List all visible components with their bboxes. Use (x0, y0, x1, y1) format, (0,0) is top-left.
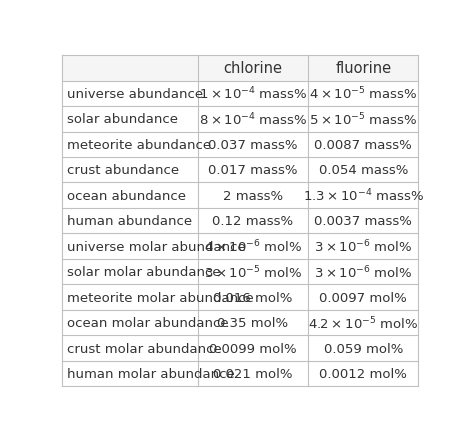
Text: crust molar abundance: crust molar abundance (67, 342, 221, 355)
Bar (62, 56, 418, 81)
Text: 0.017 mass%: 0.017 mass% (208, 164, 297, 177)
Text: $4\times10^{-5}$ mass%: $4\times10^{-5}$ mass% (309, 86, 417, 102)
Text: 0.0087 mass%: 0.0087 mass% (314, 138, 412, 152)
Text: ocean abundance: ocean abundance (67, 189, 186, 202)
Text: universe molar abundance: universe molar abundance (67, 240, 245, 253)
Text: 0.0099 mol%: 0.0099 mol% (209, 342, 296, 355)
Text: $1.3\times10^{-4}$ mass%: $1.3\times10^{-4}$ mass% (303, 187, 424, 204)
Text: universe abundance: universe abundance (67, 88, 203, 101)
Text: 0.037 mass%: 0.037 mass% (208, 138, 297, 152)
Text: fluorine: fluorine (335, 61, 391, 76)
Text: $3\times10^{-6}$ mol%: $3\times10^{-6}$ mol% (314, 264, 413, 280)
Text: human abundance: human abundance (67, 215, 192, 228)
Text: $8\times10^{-4}$ mass%: $8\times10^{-4}$ mass% (198, 111, 307, 128)
Text: $3\times10^{-6}$ mol%: $3\times10^{-6}$ mol% (314, 238, 413, 255)
Text: ocean molar abundance: ocean molar abundance (67, 316, 228, 329)
Text: 0.054 mass%: 0.054 mass% (318, 164, 408, 177)
Text: meteorite molar abundance: meteorite molar abundance (67, 291, 253, 304)
Text: chlorine: chlorine (223, 61, 282, 76)
Text: 0.059 mol%: 0.059 mol% (324, 342, 403, 355)
Text: 0.0012 mol%: 0.0012 mol% (319, 367, 407, 380)
Text: crust abundance: crust abundance (67, 164, 179, 177)
Text: meteorite abundance: meteorite abundance (67, 138, 211, 152)
Text: $1\times10^{-4}$ mass%: $1\times10^{-4}$ mass% (198, 86, 307, 102)
Text: solar molar abundance: solar molar abundance (67, 265, 220, 279)
Text: $5\times10^{-5}$ mass%: $5\times10^{-5}$ mass% (309, 111, 417, 128)
Text: solar abundance: solar abundance (67, 113, 178, 126)
Text: $4.2\times10^{-5}$ mol%: $4.2\times10^{-5}$ mol% (308, 314, 418, 331)
Text: $3\times10^{-5}$ mol%: $3\times10^{-5}$ mol% (204, 264, 302, 280)
Text: 0.35 mol%: 0.35 mol% (217, 316, 288, 329)
Text: 0.021 mol%: 0.021 mol% (213, 367, 293, 380)
Text: human molar abundance: human molar abundance (67, 367, 234, 380)
Text: 2 mass%: 2 mass% (223, 189, 283, 202)
Text: 0.016 mol%: 0.016 mol% (213, 291, 293, 304)
Text: 0.0097 mol%: 0.0097 mol% (319, 291, 407, 304)
Text: $4\times10^{-6}$ mol%: $4\times10^{-6}$ mol% (204, 238, 302, 255)
Text: 0.0037 mass%: 0.0037 mass% (314, 215, 412, 228)
Text: 0.12 mass%: 0.12 mass% (212, 215, 294, 228)
